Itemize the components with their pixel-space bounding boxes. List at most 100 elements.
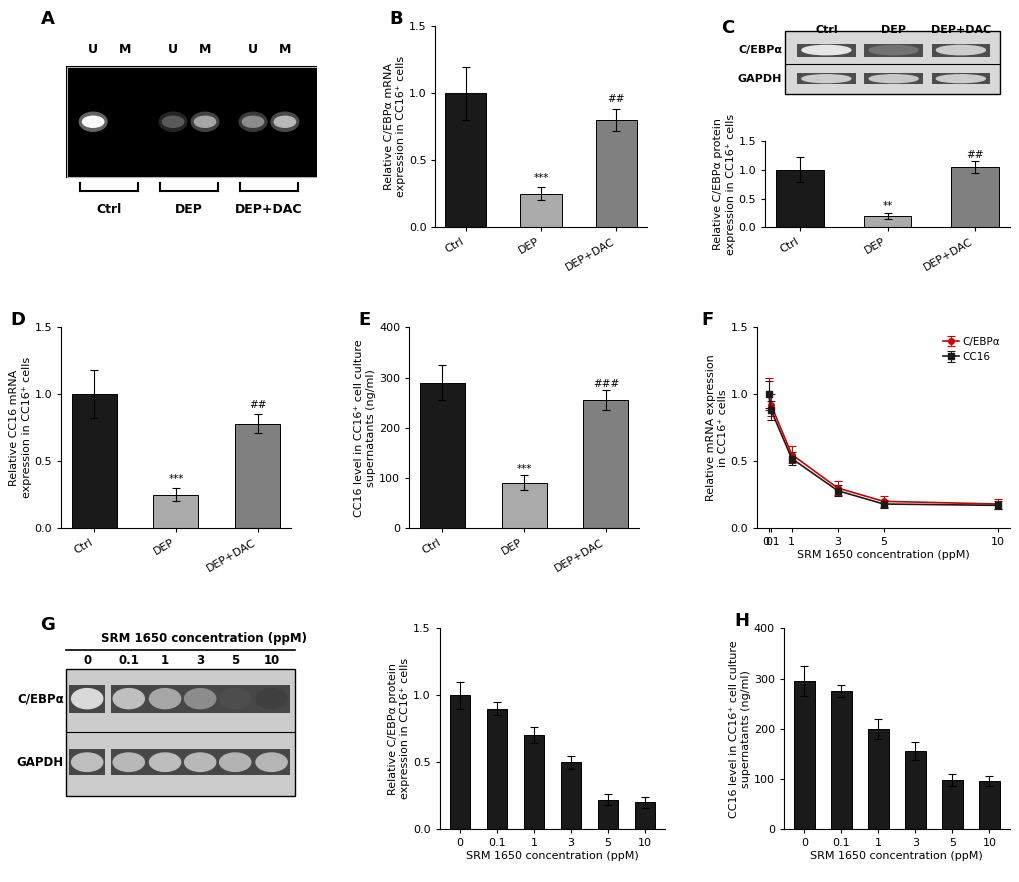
Bar [784, 31, 999, 93]
Text: SRM 1650 concentration (ppM): SRM 1650 concentration (ppM) [101, 632, 307, 645]
Bar [501, 483, 546, 528]
Text: DEP+DAC: DEP+DAC [930, 25, 990, 35]
Bar [71, 394, 116, 528]
Ellipse shape [191, 112, 219, 131]
Ellipse shape [868, 45, 917, 55]
Text: DEP: DEP [175, 203, 203, 216]
Bar [863, 73, 922, 84]
Ellipse shape [801, 45, 850, 55]
Bar [775, 170, 823, 227]
Text: GAPDH: GAPDH [738, 74, 782, 84]
Text: C/EBPα: C/EBPα [738, 45, 782, 55]
Ellipse shape [256, 689, 287, 708]
Ellipse shape [935, 75, 984, 83]
Text: 5: 5 [231, 654, 239, 667]
Text: Ctrl: Ctrl [97, 203, 121, 216]
Text: A: A [41, 11, 55, 28]
Legend: C/EBPα, CC16: C/EBPα, CC16 [937, 333, 1004, 366]
Ellipse shape [238, 112, 267, 131]
Bar [863, 216, 911, 227]
Bar [830, 691, 851, 829]
Bar [66, 669, 294, 796]
Text: 1: 1 [161, 654, 169, 667]
Text: ##: ## [249, 400, 266, 410]
Ellipse shape [274, 116, 296, 127]
Text: F: F [701, 311, 713, 329]
Text: ##: ## [965, 150, 982, 160]
Ellipse shape [71, 689, 103, 708]
Text: 10: 10 [263, 654, 279, 667]
Text: **: ** [881, 201, 892, 211]
Bar [583, 400, 628, 528]
Y-axis label: CC16 level in CC16⁺ cell culture
supernatants (ng/ml): CC16 level in CC16⁺ cell culture superna… [728, 640, 750, 818]
Bar [217, 750, 253, 775]
Bar [950, 167, 998, 227]
Bar [181, 684, 218, 713]
Bar [796, 43, 855, 56]
Text: 3: 3 [196, 654, 204, 667]
Text: C/EBPα: C/EBPα [17, 692, 64, 705]
Text: M: M [278, 42, 290, 56]
Bar [69, 684, 105, 713]
Bar [904, 751, 924, 829]
Text: E: E [359, 311, 371, 329]
X-axis label: SRM 1650 concentration (ppM): SRM 1650 concentration (ppM) [797, 549, 969, 560]
Bar [942, 780, 962, 829]
Bar [597, 800, 618, 829]
Bar [253, 684, 289, 713]
Bar [66, 67, 375, 177]
Bar [153, 495, 199, 528]
Y-axis label: Relative CC16 mRNA
expression in CC16⁺ cells: Relative CC16 mRNA expression in CC16⁺ c… [9, 357, 32, 498]
Text: U: U [248, 42, 258, 56]
Bar [520, 194, 561, 227]
Bar [595, 120, 637, 227]
Text: DEP+DAC: DEP+DAC [235, 203, 303, 216]
Text: Ctrl: Ctrl [814, 25, 837, 35]
Bar [634, 803, 654, 829]
Text: M: M [199, 42, 211, 56]
Ellipse shape [935, 45, 984, 55]
Text: H: H [734, 612, 749, 631]
Ellipse shape [868, 75, 917, 83]
Ellipse shape [113, 689, 144, 708]
Bar [978, 781, 999, 829]
Bar [863, 43, 922, 56]
Ellipse shape [256, 753, 287, 772]
Bar [69, 750, 105, 775]
Text: DEP: DEP [880, 25, 905, 35]
Ellipse shape [195, 116, 215, 127]
Bar [419, 383, 465, 528]
Bar [110, 684, 147, 713]
Bar [486, 708, 506, 829]
Bar [930, 43, 989, 56]
Ellipse shape [219, 689, 251, 708]
Ellipse shape [184, 753, 216, 772]
Text: ##: ## [607, 94, 625, 104]
Ellipse shape [801, 75, 850, 83]
Y-axis label: Relative C/EBPα protein
expression in CC16⁺ cells: Relative C/EBPα protein expression in CC… [712, 114, 735, 255]
Bar [253, 750, 289, 775]
Bar [110, 750, 147, 775]
Ellipse shape [271, 112, 299, 131]
Ellipse shape [162, 116, 183, 127]
Ellipse shape [159, 112, 186, 131]
Bar [523, 736, 543, 829]
Text: ***: *** [168, 474, 183, 484]
Bar [181, 750, 218, 775]
Ellipse shape [71, 753, 103, 772]
Text: C: C [720, 19, 734, 37]
Y-axis label: Relative C/EBPα protein
expression in CC16⁺ cells: Relative C/EBPα protein expression in CC… [387, 658, 410, 799]
Text: 0.1: 0.1 [118, 654, 139, 667]
Ellipse shape [150, 753, 180, 772]
Text: GAPDH: GAPDH [16, 756, 64, 769]
Bar [444, 93, 486, 227]
Y-axis label: Relative mRNA expression
in CC16⁺ cells: Relative mRNA expression in CC16⁺ cells [705, 355, 728, 501]
Text: ###: ### [592, 378, 619, 389]
Bar [867, 729, 888, 829]
Bar [147, 684, 183, 713]
Bar [217, 684, 253, 713]
X-axis label: SRM 1650 concentration (ppM): SRM 1650 concentration (ppM) [810, 851, 982, 861]
Y-axis label: Relative C/EBPα mRNA
expression in CC16⁺ cells: Relative C/EBPα mRNA expression in CC16⁺… [383, 56, 406, 198]
Text: 0: 0 [83, 654, 91, 667]
Text: D: D [10, 311, 25, 329]
